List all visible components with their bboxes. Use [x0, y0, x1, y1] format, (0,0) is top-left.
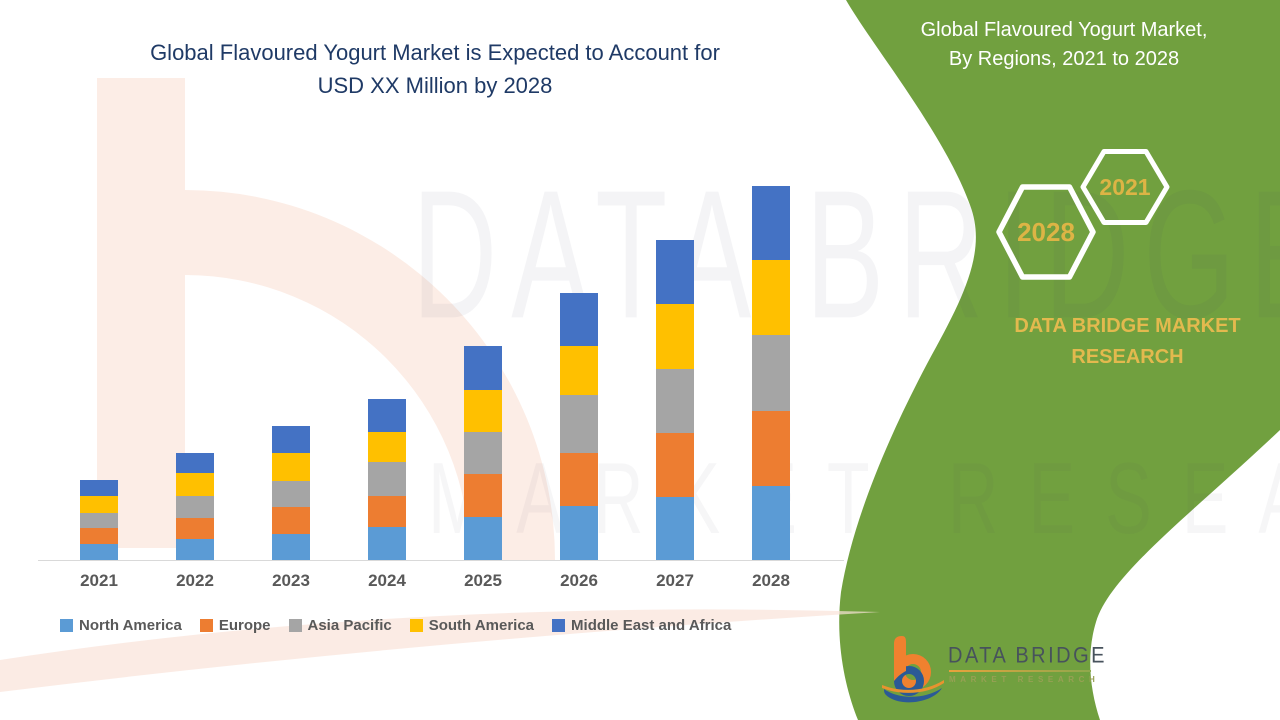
legend-label: North America: [79, 617, 182, 634]
bar-segment: [656, 240, 694, 304]
bar-2026: [560, 293, 598, 560]
x-axis-label: 2023: [272, 571, 310, 590]
x-axis-label: 2027: [656, 571, 694, 590]
bar-segment: [752, 411, 790, 486]
chart-title-line2: USD XX Million by 2028: [317, 73, 553, 98]
x-axis-label: 2028: [752, 571, 790, 590]
bar-segment: [272, 453, 310, 481]
legend-item: South America: [409, 617, 535, 634]
bar-segment: [368, 432, 406, 462]
panel-brand-line1: DATA BRIDGE MARKET: [1014, 315, 1241, 337]
bar-segment: [752, 186, 790, 260]
data-bridge-logo-icon: [882, 636, 944, 703]
bar-segment: [656, 433, 694, 497]
bar-segment: [752, 260, 790, 335]
bar-segment: [272, 481, 310, 507]
panel-brand-line2: RESEARCH: [1071, 346, 1184, 368]
bar-segment: [752, 335, 790, 411]
legend-item: Europe: [199, 617, 271, 634]
bar-segment: [368, 462, 406, 496]
panel-brand-text: DATA BRIDGE MARKET RESEARCH: [950, 311, 1280, 373]
bar-segment: [80, 496, 118, 513]
bar-segment: [272, 534, 310, 560]
legend-label: South America: [428, 617, 535, 634]
legend-swatch-icon: [409, 619, 423, 632]
logo-brand-name: DATA BRIDGE: [948, 644, 1108, 669]
bar-segment: [560, 293, 598, 346]
bar-segment: [464, 474, 502, 517]
x-axis-label: 2021: [80, 571, 118, 590]
legend-swatch-icon: [60, 619, 73, 632]
bar-segment: [752, 486, 790, 560]
legend-label: Europe: [218, 617, 271, 634]
bar-segment: [80, 513, 118, 528]
hexagon-2021-year: 2021: [1099, 174, 1150, 200]
bar-segment: [368, 527, 406, 560]
x-axis-label: 2025: [464, 571, 502, 590]
x-axis-line: [38, 560, 844, 561]
bar-2022: [176, 453, 214, 560]
panel-title: Global Flavoured Yogurt Market, By Regio…: [888, 16, 1240, 74]
bar-segment: [80, 528, 118, 544]
bar-segment: [368, 496, 406, 527]
bar-segment: [272, 507, 310, 534]
bar-segment: [464, 390, 502, 432]
bar-segment: [176, 473, 214, 496]
panel-title-line1: Global Flavoured Yogurt Market,: [920, 19, 1208, 41]
chart-title: Global Flavoured Yogurt Market is Expect…: [70, 36, 800, 102]
bar-segment: [464, 346, 502, 390]
logo-brand-subtitle: MARKET RESEARCH: [949, 675, 1100, 684]
bar-segment: [176, 539, 214, 560]
bar-segment: [176, 496, 214, 518]
bar-segment: [656, 304, 694, 369]
bar-2028: [752, 186, 790, 560]
bar-2023: [272, 426, 310, 560]
bar-segment: [368, 399, 406, 432]
bar-segment: [560, 395, 598, 453]
bar-segment: [176, 453, 214, 473]
hexagon-2028-year: 2028: [1017, 217, 1075, 247]
bar-2024: [368, 399, 406, 560]
hexagon-2021-icon: [1080, 149, 1170, 225]
x-axis-label: 2026: [560, 571, 598, 590]
bar-segment: [464, 517, 502, 560]
bar-segment: [560, 506, 598, 560]
bar-segment: [80, 480, 118, 496]
bar-segment: [656, 369, 694, 433]
legend-label: Asia Pacific: [307, 617, 392, 634]
bar-segment: [176, 518, 214, 539]
legend-swatch-icon: [199, 619, 213, 632]
chart-title-line1: Global Flavoured Yogurt Market is Expect…: [150, 40, 720, 65]
legend-swatch-icon: [552, 619, 566, 632]
legend-item: North America: [60, 617, 182, 634]
legend: North America Europe Asia Pacific South Ame…: [60, 617, 731, 634]
bar-segment: [80, 544, 118, 560]
bar-2021: [80, 480, 118, 560]
logo-divider: [949, 670, 1091, 672]
bar-2025: [464, 346, 502, 560]
bar-segment: [464, 432, 502, 474]
bar-2027: [656, 240, 694, 560]
bar-segment: [560, 346, 598, 395]
legend-item: Middle East and Africa: [552, 617, 731, 634]
bar-segment: [656, 497, 694, 560]
x-axis-label: 2022: [176, 571, 214, 590]
panel-title-line2: By Regions, 2021 to 2028: [948, 48, 1180, 70]
hexagon-2028-icon: [996, 184, 1096, 280]
legend-item: Asia Pacific: [288, 617, 392, 634]
legend-label: Middle East and Africa: [571, 617, 732, 634]
data-bridge-logo: DATA BRIDGE MARKET RESEARCH: [880, 630, 1110, 710]
bar-segment: [560, 453, 598, 506]
legend-swatch-icon: [288, 619, 302, 632]
x-axis-label: 2024: [368, 571, 406, 590]
bar-segment: [272, 426, 310, 453]
